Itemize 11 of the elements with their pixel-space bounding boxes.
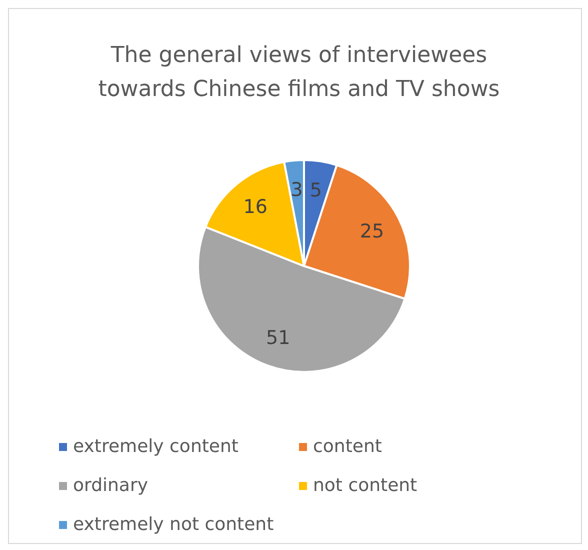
data-label: 5: [310, 180, 322, 202]
legend-label: content: [313, 436, 382, 457]
legend-label: extremely content: [73, 436, 238, 457]
data-label: 25: [360, 220, 384, 242]
data-label: 51: [266, 326, 290, 349]
chart-title: The general views of interviewees towards Chinese films and TV shows: [97, 42, 501, 104]
legend-label: ordinary: [73, 475, 148, 496]
legend-label: not content: [313, 475, 418, 496]
data-label: 16: [243, 196, 268, 218]
legend-label: extremely not content: [73, 514, 274, 535]
data-label: 3: [290, 179, 303, 202]
